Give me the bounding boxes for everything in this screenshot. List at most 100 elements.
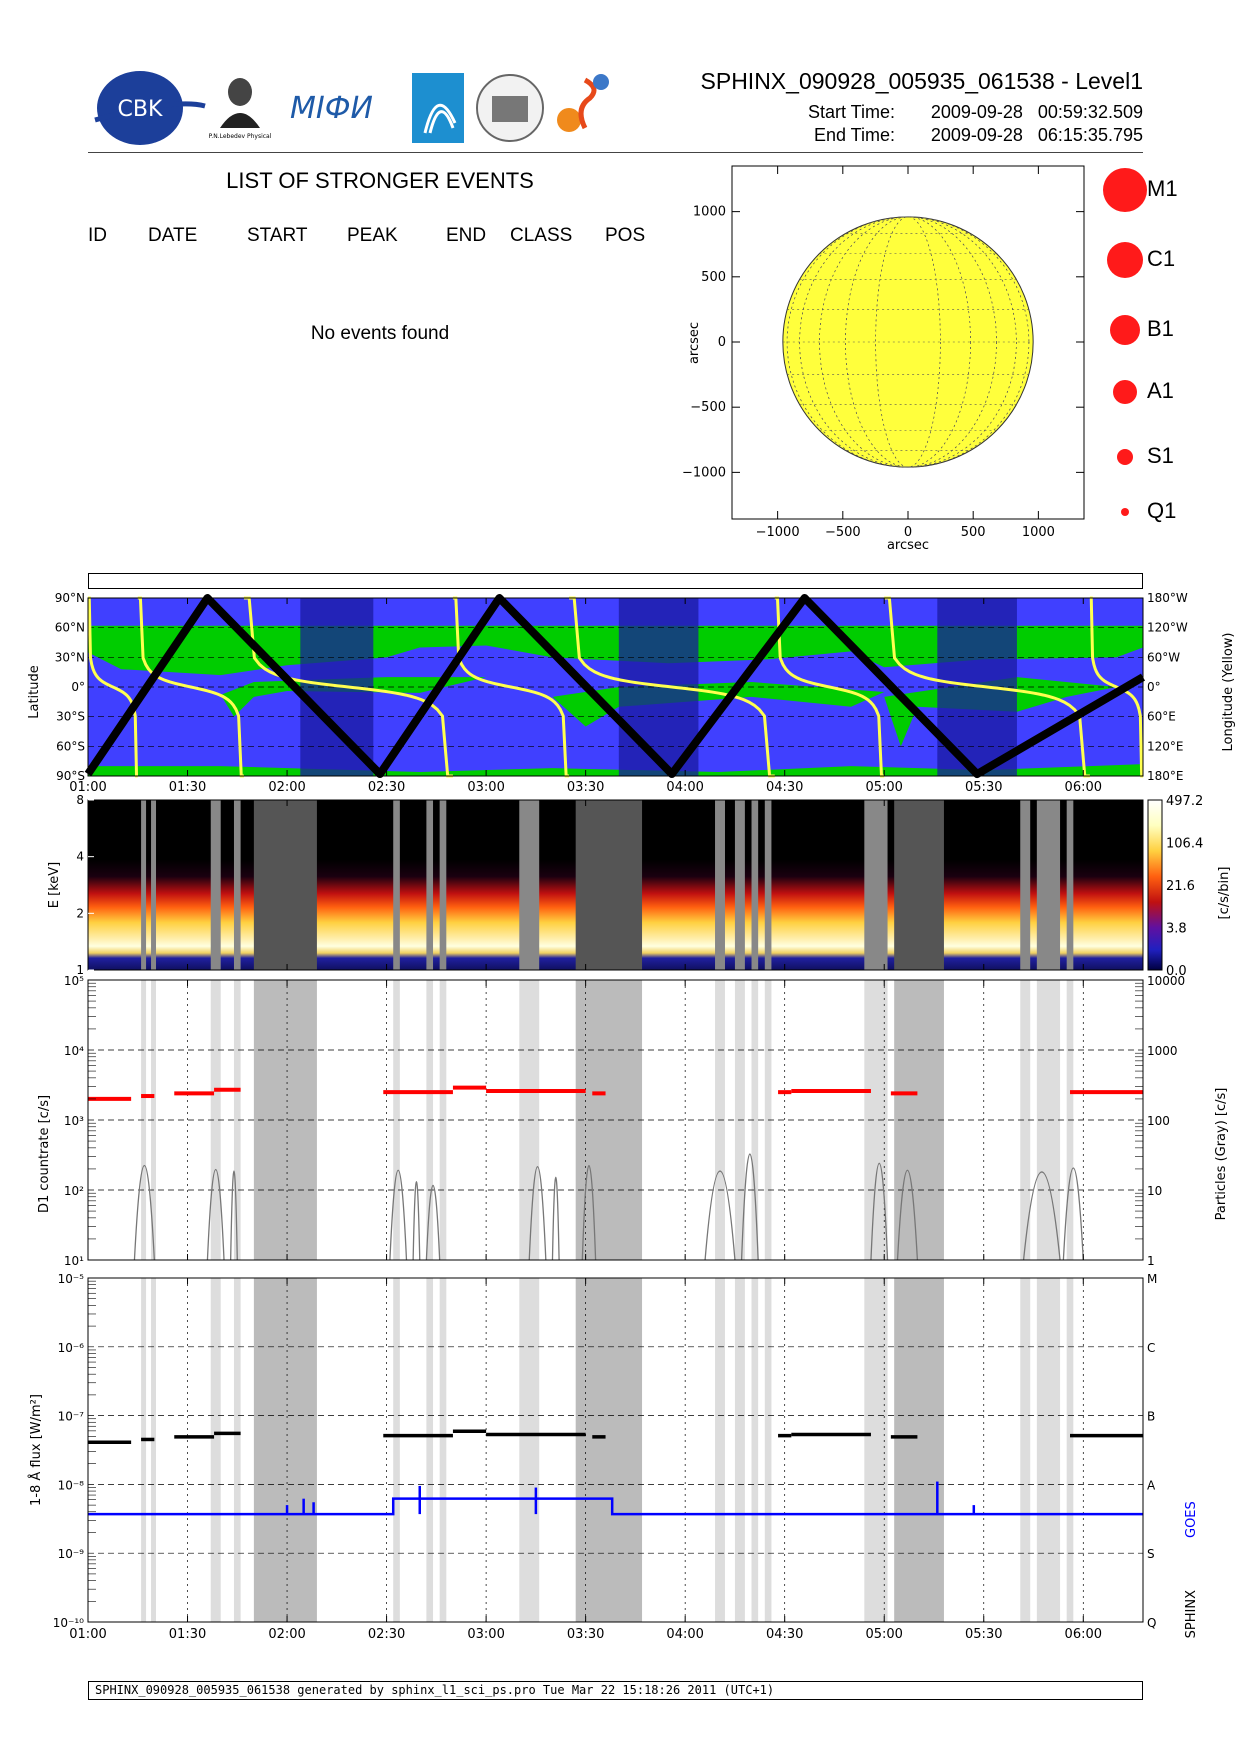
- data-gap-band: [233, 980, 241, 1260]
- events-col-class: CLASS: [510, 225, 573, 246]
- longitude-tick-label: 0°: [1147, 680, 1161, 694]
- data-gap-band: [1066, 800, 1074, 970]
- energy-tick-label: 1: [76, 963, 84, 977]
- instrument-logo: [412, 73, 464, 143]
- sun-map-ytick-label: 0: [718, 335, 726, 350]
- time-tick-label: 04:30: [766, 1627, 803, 1642]
- flux-ylabel-sphinx: SPHINX: [1184, 1590, 1199, 1638]
- longitude-curve: [569, 596, 775, 778]
- latitude-tick-label: 30°N: [55, 650, 85, 664]
- longitude-curve: [884, 596, 1090, 778]
- sun-longitude-line: [786, 216, 1030, 468]
- particle-tick-label: 10000: [1147, 974, 1185, 988]
- class-legend-label: C1: [1147, 246, 1176, 271]
- data-gap-band: [426, 800, 434, 970]
- saa-gap-band: [575, 800, 643, 970]
- class-legend-dot-m1: [1103, 168, 1147, 212]
- flux-ylabel-left: 1-8 Å flux [W/m²]: [28, 1394, 44, 1506]
- data-gap-band: [210, 1278, 221, 1622]
- particle-hump: [528, 1166, 547, 1261]
- particle-hump: [206, 1168, 225, 1261]
- particle-hump: [581, 1165, 597, 1261]
- data-gap-band: [233, 800, 241, 970]
- time-tick-label: 03:30: [567, 780, 604, 795]
- flare-class-tick-label: Q: [1147, 1616, 1156, 1630]
- sun-map-ytick-label: 500: [701, 270, 726, 285]
- spectrogram-ylabel: E [keV]: [47, 862, 62, 908]
- particle-hump: [870, 1162, 889, 1261]
- flare-class-tick-label: A: [1147, 1478, 1156, 1492]
- sun-map-xtick-label: 0: [904, 525, 912, 540]
- flare-class-legend: M1 C1 B1 A1 S1 Q1: [1085, 165, 1205, 535]
- saa-gap-band: [253, 980, 317, 1260]
- colorbar-tick-label: 3.8: [1166, 922, 1187, 937]
- time-tick-label: 02:00: [268, 1627, 305, 1642]
- longitude-curve: [1089, 596, 1144, 778]
- particle-hump: [704, 1170, 736, 1261]
- particle-hump: [1062, 1167, 1084, 1261]
- countrate-frame: [87, 979, 1144, 1261]
- time-tick-label: 02:30: [368, 780, 405, 795]
- latitude-tick-label: 30°S: [56, 710, 85, 724]
- lebedev-logo: P.N.Lebedev Physical: [209, 78, 272, 140]
- start-time-label: Start Time:: [807, 102, 895, 122]
- longitude-tick-label: 120°W: [1147, 621, 1188, 635]
- time-tick-label: 06:00: [1065, 780, 1102, 795]
- data-gap-band: [1020, 800, 1031, 970]
- data-gap-band: [151, 800, 157, 970]
- data-gap-band: [864, 800, 888, 970]
- orbit-frame: [87, 597, 1144, 777]
- time-tick-label: 03:30: [567, 1627, 604, 1642]
- sun-longitude-line: [845, 216, 971, 468]
- flare-class-tick-label: S: [1147, 1547, 1155, 1561]
- events-col-start: START: [247, 225, 308, 246]
- sun-map-xlabel: arcsec: [887, 538, 929, 553]
- flare-class-tick-label: C: [1147, 1341, 1155, 1355]
- events-col-peak: PEAK: [347, 225, 398, 246]
- data-gap-band: [519, 800, 540, 970]
- countrate-tick-label: 10²: [64, 1184, 84, 1198]
- colorbar-tick-label: 497.2: [1166, 794, 1203, 809]
- longitude-tick-label: 60°W: [1147, 650, 1180, 664]
- data-gap-band: [141, 1278, 147, 1622]
- time-tick-label: 04:00: [666, 780, 703, 795]
- colorbar-tick-label: 21.6: [1166, 879, 1195, 894]
- logo-strip: CBK P.N.Lebedev Physical MIФИ: [94, 71, 609, 145]
- longitude-curve: [452, 596, 570, 778]
- data-gap-band: [210, 800, 221, 970]
- data-gap-band: [764, 800, 772, 970]
- colorbar-tick-label: 0.0: [1166, 964, 1187, 979]
- footer-caption: SPHINX_090928_005935_061538 generated by…: [88, 1681, 1143, 1700]
- spectrogram-colorbar: [1147, 799, 1163, 971]
- orbit-ylabel-right: Longitude (Yellow): [1221, 633, 1236, 752]
- flux-tick-label: 10⁻¹⁰: [53, 1616, 84, 1630]
- data-gap-band: [393, 1278, 400, 1622]
- particle-hump: [412, 1181, 421, 1261]
- class-legend-dot-s1: [1116, 448, 1134, 466]
- start-time-value: 2009-09-28 00:59:32.509: [930, 102, 1143, 122]
- energy-tick-label: 4: [76, 850, 84, 864]
- saa-gap-band: [894, 1278, 944, 1622]
- data-gap-band: [734, 1278, 745, 1622]
- orbit-status-bar: [88, 573, 1143, 589]
- sun-map-xtick-label: 500: [961, 525, 986, 540]
- data-gap-band: [1036, 1278, 1061, 1622]
- data-gap-band: [393, 980, 400, 1260]
- time-series-panels: 90°N 180°W 60°N 120°W 30°N 60°W 0° 0° 30°S 60°E 60…: [27, 591, 1236, 1642]
- sun-map-ytick-label: −500: [690, 400, 726, 415]
- longitude-tick-label: 120°E: [1147, 739, 1184, 753]
- events-col-pos: POS: [605, 225, 646, 246]
- countrate-ylabel-left: D1 countrate [c/s]: [37, 1095, 52, 1213]
- goes-flux-line: [88, 1497, 1143, 1516]
- class-legend-dot-b1: [1109, 314, 1141, 346]
- longitude-tick-label: 180°E: [1147, 769, 1184, 783]
- svg-text:CBK: CBK: [118, 97, 163, 122]
- latitude-tick-label: 90°N: [55, 591, 85, 605]
- longitude-curve: [87, 596, 139, 778]
- longitude-tick-label: 180°W: [1147, 591, 1188, 605]
- data-gap-band: [426, 1278, 434, 1622]
- header-divider: [88, 152, 1143, 153]
- flux-tick-label: 10⁻⁵: [58, 1272, 85, 1286]
- flux-frame: [87, 1277, 1144, 1623]
- flux-tick-label: 10⁻⁸: [58, 1478, 85, 1492]
